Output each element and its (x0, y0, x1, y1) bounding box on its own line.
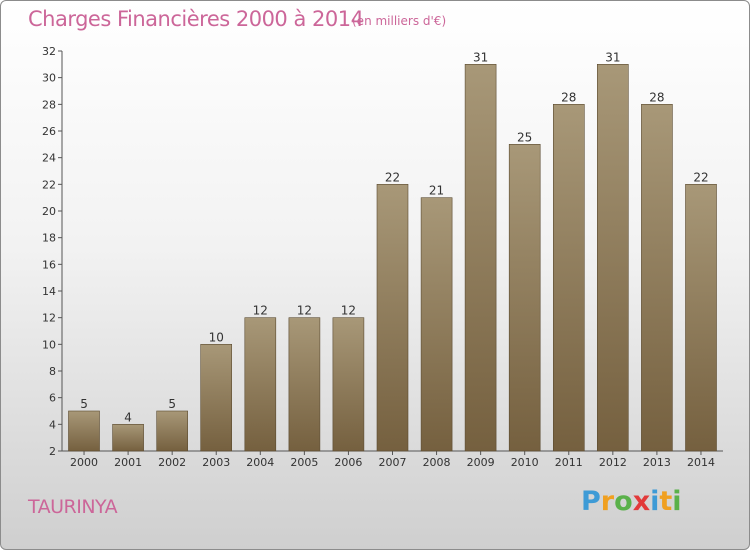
y-tick-label: 8 (49, 365, 56, 378)
y-tick-label: 2 (49, 445, 56, 458)
data-label: 4 (124, 410, 132, 424)
bar (464, 63, 497, 452)
x-tick-label: 2008 (423, 456, 451, 469)
logo-letter: r (600, 486, 615, 517)
place-name: TAURINYA (28, 496, 118, 518)
bar (244, 317, 277, 452)
x-tick-label: 2012 (599, 456, 627, 469)
y-tick-label: 4 (49, 418, 56, 431)
chart-title: Charges Financières 2000 à 2014 (28, 7, 364, 31)
bar (68, 410, 100, 452)
x-tick-label: 2004 (246, 456, 274, 469)
x-tick-label: 2007 (379, 456, 407, 469)
x-tick-label: 2006 (334, 456, 362, 469)
y-tick-label: 10 (42, 338, 56, 351)
x-tick-label: 2002 (158, 456, 186, 469)
y-tick-label: 28 (42, 98, 56, 111)
y-tick-label: 24 (42, 152, 56, 165)
data-label: 5 (80, 397, 88, 411)
data-label: 12 (297, 304, 312, 318)
data-label: 22 (693, 170, 708, 184)
y-tick-label: 6 (49, 392, 56, 405)
data-label: 31 (605, 50, 620, 64)
logo-letter: o (614, 486, 633, 517)
logo-letter: i (650, 486, 660, 517)
bar (288, 317, 321, 452)
x-tick-label: 2000 (70, 456, 98, 469)
bar (641, 104, 673, 452)
data-label: 25 (517, 130, 532, 144)
logo-letter: i (672, 486, 682, 517)
chart-subtitle: (en milliers d'€) (352, 14, 447, 28)
logo-letter: x (632, 486, 651, 517)
data-label: 5 (168, 397, 176, 411)
data-label: 31 (473, 50, 488, 64)
data-label: 21 (429, 184, 444, 198)
x-tick-label: 2001 (114, 456, 142, 469)
y-tick-label: 32 (42, 45, 56, 58)
bar (420, 197, 453, 452)
bar (596, 63, 629, 452)
x-tick-label: 2013 (643, 456, 671, 469)
y-tick-label: 30 (42, 72, 56, 85)
x-tick-label: 2010 (511, 456, 539, 469)
bars: 5 4 5 10 12 12 12 22 21 31 25 28 31 28 22 (68, 50, 717, 452)
y-tick-label: 26 (42, 125, 56, 138)
data-label: 10 (209, 330, 224, 344)
x-tick-label: 2011 (555, 456, 583, 469)
logo-letter: P (581, 486, 601, 517)
y-tick-label: 12 (42, 312, 56, 325)
bar (112, 423, 144, 452)
x-tick-label: 2005 (290, 456, 318, 469)
logo-letter: t (659, 486, 673, 517)
data-label: 22 (385, 170, 400, 184)
x-tick-label: 2009 (467, 456, 495, 469)
data-label: 12 (253, 304, 268, 318)
y-tick-label: 18 (42, 232, 56, 245)
y-tick-label: 20 (42, 205, 56, 218)
bar (685, 184, 717, 452)
y-tick-label: 14 (42, 285, 56, 298)
proxiti-logo: Proxiti (581, 486, 682, 517)
bar (332, 317, 365, 452)
y-tick-label: 16 (42, 258, 56, 271)
bar (376, 184, 409, 452)
data-label: 12 (341, 304, 356, 318)
y-tick-label: 22 (42, 178, 56, 191)
bar (552, 104, 585, 452)
x-tick-label: 2014 (687, 456, 715, 469)
x-tick-label: 2003 (202, 456, 230, 469)
bar (156, 410, 188, 452)
data-label: 28 (649, 90, 664, 104)
bar (508, 144, 541, 452)
data-label: 28 (561, 90, 576, 104)
bar (200, 343, 232, 452)
